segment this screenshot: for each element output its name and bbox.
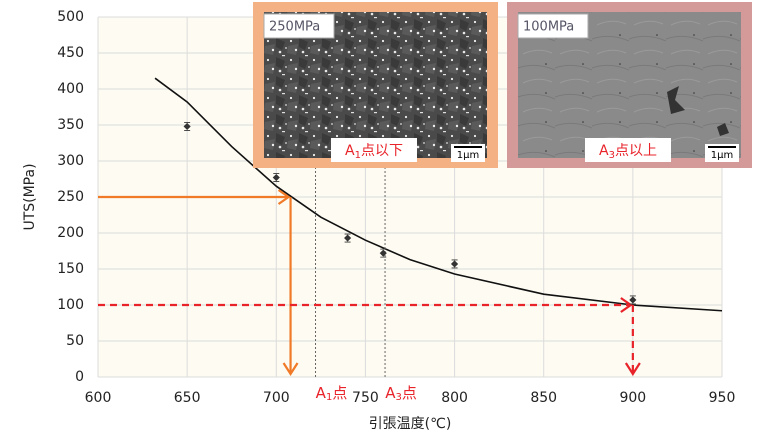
y-tick-label: 400 <box>57 81 84 97</box>
transformation-label: A3点 <box>385 384 417 404</box>
label-suffix: 点 <box>332 384 347 402</box>
y-tick-label: 350 <box>57 117 84 133</box>
y-tick-label: 300 <box>57 153 84 169</box>
y-tick-label: 450 <box>57 45 84 61</box>
label-suffix: 点 <box>402 384 417 402</box>
y-tick-label: 250 <box>57 189 84 205</box>
y-axis-label: UTS(MPa) <box>22 163 38 230</box>
x-tick-label: 700 <box>263 390 290 406</box>
y-tick-label: 200 <box>57 225 84 241</box>
page: {"chart_data": {"type": "scatter", "y_la… <box>0 0 764 431</box>
y-tick-label: 100 <box>57 297 84 313</box>
x-axis-label: 引張温度(℃) <box>369 416 452 431</box>
caption-suffix: 点以下 <box>361 143 403 159</box>
scale-label: 1μm <box>457 150 479 161</box>
strength-label: 100MPa <box>523 20 574 35</box>
x-tick-label: 900 <box>619 390 646 406</box>
inset-caption: A3点以上 <box>599 143 657 161</box>
caption-main: A <box>345 143 355 159</box>
x-tick-label: 950 <box>709 390 736 406</box>
y-tick-label: 50 <box>66 333 84 349</box>
caption-suffix: 点以上 <box>615 143 657 159</box>
caption-main: A <box>599 143 609 159</box>
scale-label: 1μm <box>711 150 733 161</box>
transformation-label: A1点 <box>316 384 348 404</box>
x-tick-label: 600 <box>85 390 112 406</box>
strength-label: 250MPa <box>269 20 320 35</box>
y-tick-label: 500 <box>57 9 84 25</box>
x-tick-label: 650 <box>174 390 201 406</box>
x-tick-label: 800 <box>441 390 468 406</box>
y-tick-label: 150 <box>57 261 84 277</box>
x-tick-label: 750 <box>352 390 379 406</box>
chart: 0 50 100 150 200 250 300 350 400 450 500 600 650 700 7… <box>0 0 764 431</box>
inset-caption: A1点以下 <box>345 143 403 161</box>
x-tick-label: 850 <box>530 390 557 406</box>
y-tick-label: 0 <box>75 369 84 385</box>
